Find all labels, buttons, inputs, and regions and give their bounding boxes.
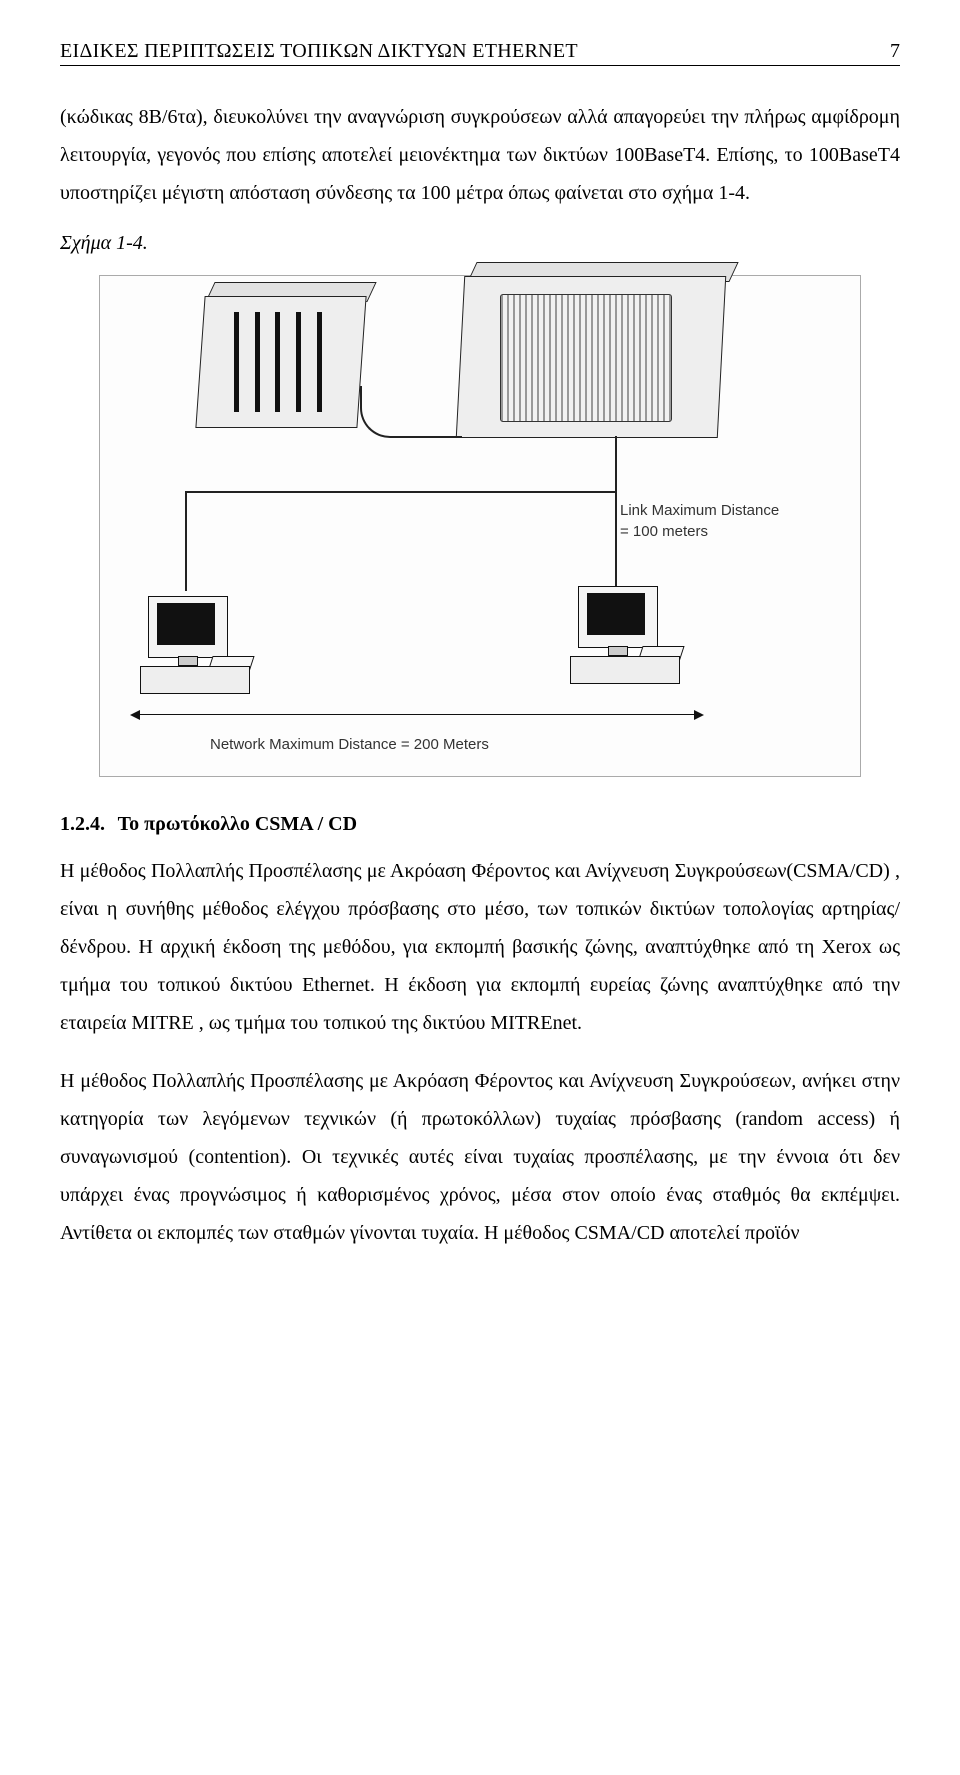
workstation-left xyxy=(140,596,260,696)
monitor-stand xyxy=(608,646,628,656)
figure-canvas: Link Maximum Distance = 100 meters Netwo… xyxy=(99,275,861,777)
interconnect-cable xyxy=(360,386,462,438)
workstation-right xyxy=(570,586,690,686)
monitor xyxy=(148,596,228,658)
monitor-stand xyxy=(178,656,198,666)
network-max-distance-label: Network Maximum Distance = 200 Meters xyxy=(210,734,710,755)
screen xyxy=(587,593,645,635)
desktop-case xyxy=(140,666,250,694)
monitor xyxy=(578,586,658,648)
figure-1-4: Link Maximum Distance = 100 meters Netwo… xyxy=(60,275,900,777)
link-max-line-2: = 100 meters xyxy=(620,523,708,540)
link-max-distance-label: Link Maximum Distance = 100 meters xyxy=(620,500,840,542)
desktop-case xyxy=(570,656,680,684)
intro-paragraph: (κώδικας 8Β/6τα), διευκολύνει την αναγνώ… xyxy=(60,98,900,212)
link-segment-3 xyxy=(615,436,617,586)
link-segment-1 xyxy=(185,491,187,591)
section-number: 1.2.4. xyxy=(60,813,105,835)
figure-caption: Σχήμα 1-4. xyxy=(60,232,900,255)
link-max-line-1: Link Maximum Distance xyxy=(620,502,779,519)
page-number: 7 xyxy=(890,40,900,63)
link-segment-2 xyxy=(185,491,615,493)
switch-grill xyxy=(500,294,672,422)
page-header: ΕΙΔΙΚΕΣ ΠΕΡΙΠΤΩΣΕΙΣ ΤΟΠΙΚΩΝ ΔΙΚΤΥΩΝ ETHE… xyxy=(60,40,900,66)
network-distance-arrow xyxy=(132,714,702,715)
page: ΕΙΔΙΚΕΣ ΠΕΡΙΠΤΩΣΕΙΣ ΤΟΠΙΚΩΝ ΔΙΚΤΥΩΝ ETHE… xyxy=(0,0,960,1775)
section-heading: 1.2.4. Το πρωτόκολλο CSMA / CD xyxy=(60,813,900,836)
screen xyxy=(157,603,215,645)
section-title: Το πρωτόκολλο CSMA / CD xyxy=(118,813,357,835)
section-paragraph-1: Η μέθοδος Πολλαπλής Προσπέλασης με Ακρόα… xyxy=(60,852,900,1042)
header-title: ΕΙΔΙΚΕΣ ΠΕΡΙΠΤΩΣΕΙΣ ΤΟΠΙΚΩΝ ΔΙΚΤΥΩΝ ETHE… xyxy=(60,40,578,63)
hub-ports xyxy=(218,312,338,412)
section-paragraph-2: Η μέθοδος Πολλαπλής Προσπέλασης με Ακρόα… xyxy=(60,1062,900,1252)
